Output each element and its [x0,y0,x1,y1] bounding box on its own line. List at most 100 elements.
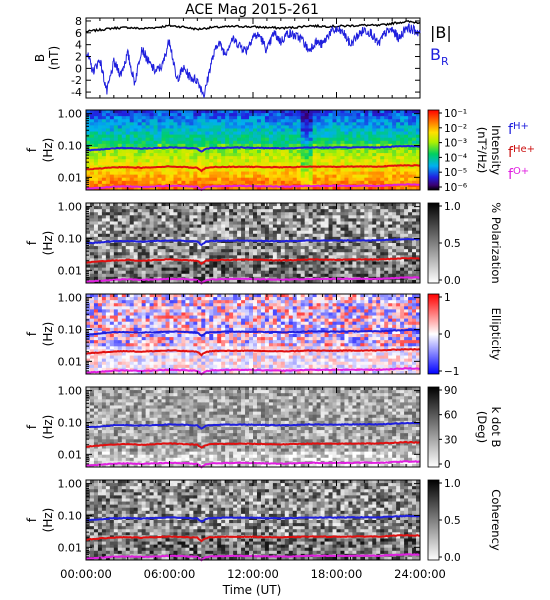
polarization-cell [105,203,111,207]
polarization-cell [177,224,182,229]
intensity-cell [372,174,377,179]
polarization-cell [328,233,333,238]
polarization-cell [237,230,242,235]
polarization-cell [197,233,202,238]
intensity-cell [292,134,298,139]
polarization-cell [300,206,306,210]
intensity-cell [304,140,310,145]
intensity-cell [161,171,166,176]
polarization-cell [308,212,314,216]
polarization-cell [312,249,318,253]
polarization-cell [384,215,389,219]
ellipticity-cell [145,364,151,369]
polarization-cell [340,264,345,269]
polarization-cell [229,221,234,225]
polarization-cell [101,215,107,219]
ellipticity-cell [93,309,99,313]
ellipticity-cell [141,340,147,344]
polarization-cell [121,221,127,225]
intensity-cell [280,180,286,185]
polarization-cell [300,267,306,272]
polarization-cell [276,230,282,235]
ellipticity-cell [86,334,91,338]
polarization-cell [408,209,413,213]
intensity-cell [280,177,286,182]
intensity-cell [256,116,262,120]
intensity-cell [356,146,361,151]
polarization-cell [296,261,302,265]
ellipticity-cell [141,309,147,313]
polarization-cell [93,255,99,259]
intensity-cell [233,134,238,139]
polarization-cell [376,212,381,216]
intensity-cell [189,119,194,123]
polarization-cell [249,279,254,284]
polarization-cell [181,230,186,235]
polarization-cell [89,209,95,213]
polarization-cell [177,264,182,269]
intensity-cell [404,119,409,123]
intensity-cell [376,113,381,117]
polarization-cell [233,203,238,207]
intensity-cell [412,153,417,157]
intensity-cell [304,177,310,182]
polarization-cell [328,273,333,278]
polarization-cell [276,218,282,222]
polarization-cell [86,233,91,238]
polarization-cell [121,206,127,210]
intensity-cell [416,171,421,176]
intensity-cell [109,134,115,139]
intensity-cell [300,125,306,129]
polarization-cell [233,218,238,222]
polarization-cell [404,258,409,262]
intensity-cell [276,113,282,117]
polarization-cell [221,233,226,238]
intensity-cell [412,137,417,142]
polarization-cell [288,270,294,275]
polarization-cell [356,252,361,256]
intensity-cell [169,119,174,123]
intensity-cell [360,146,365,151]
intensity-cell [101,131,107,136]
polarization-cell [145,203,151,207]
ellipticity-cell [117,315,123,320]
intensity-cell [137,168,143,172]
intensity-cell [272,134,278,139]
intensity-cell [117,128,123,132]
polarization-cell [416,221,421,225]
polarization-cell [268,227,274,232]
polarization-cell [400,264,405,269]
polarization-cell [408,215,413,219]
ellipticity-cell [149,315,154,320]
polarization-cell [284,270,290,275]
polarization-cell [213,206,218,210]
intensity-cell [169,156,174,160]
intensity-cell [256,162,262,166]
polarization-cell [324,246,329,250]
intensity-cell [225,150,230,154]
intensity-cell [109,180,115,185]
ellipticity-cell [113,364,119,369]
intensity-cell [185,168,190,172]
polarization-cell [412,276,417,281]
intensity-cell [86,162,91,166]
polarization-cell [348,270,353,275]
intensity-cell [229,125,234,129]
polarization-cell [89,203,95,207]
intensity-cell [348,128,353,132]
intensity-cell [332,159,337,163]
polarization-cell [296,227,302,232]
polarization-cell [237,270,242,275]
intensity-cell [328,150,333,154]
polarization-cell [165,236,170,241]
intensity-cell [237,153,242,157]
intensity-cell [145,162,151,166]
polarization-cell [384,264,389,269]
intensity-cell [221,137,226,142]
polarization-cell [300,203,306,207]
intensity-cell [304,119,310,123]
polarization-cell [328,270,333,275]
polarization-cell [316,243,321,247]
intensity-cell [241,171,246,176]
intensity-cell [292,128,298,132]
